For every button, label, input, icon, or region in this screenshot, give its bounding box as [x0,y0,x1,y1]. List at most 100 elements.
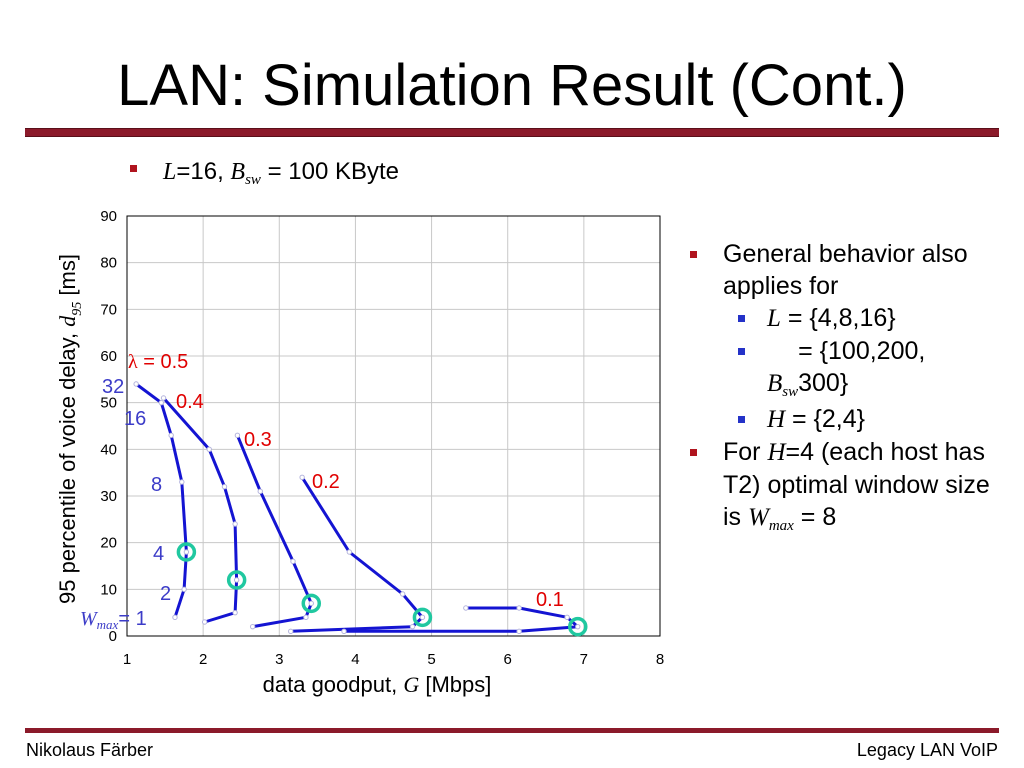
y-tick-label: 20 [100,535,117,552]
data-point [463,605,469,611]
subbullet-L: L = {4,8,16} [686,302,1006,335]
x-axis-label: data goodput, G [Mbps] [263,672,492,697]
subbullet-H: H = {2,4} [686,403,1006,436]
param-L-symbol: L [163,159,177,185]
lambda-symbol: λ [128,351,138,373]
y-axis-unit: [ms] [55,254,80,302]
data-point [206,446,212,453]
optimal-window-marker [412,607,433,628]
parameter-line: L=16, Bsw = 100 KByte [130,158,400,188]
data-point [160,395,167,401]
data-point [183,549,190,555]
data-point [257,488,263,495]
y-tick-labels: 0 10 20 30 40 50 60 70 80 90 [100,208,117,645]
plot-frame [126,215,661,637]
page-title: LAN: Simulation Result (Cont.) [117,53,907,118]
subbullet-square-icon [738,315,745,322]
x-tick-label: 5 [427,651,435,668]
wmax-value: = 1 [118,608,146,630]
bullet-square-icon [130,165,137,173]
bullet-general: General behavior also applies for [686,238,1006,302]
optimal-window-marker [568,616,588,637]
lambda-label-0.3: 0.3 [244,429,272,451]
optimal-window-marker [226,570,247,590]
data-point [221,483,228,490]
data-point [346,549,353,555]
param-B-value: = 100 KByte [260,158,400,185]
data-point [133,381,139,387]
optimal-window-marker [301,593,322,614]
bullet-optimal-W-subscript: max [768,518,794,534]
data-point [288,628,294,635]
optimal-markers [176,542,588,637]
wmax-subscript: max [97,617,119,632]
data-point [419,614,426,621]
x-tick-label: 6 [504,651,512,668]
y-tick-label: 60 [100,348,117,365]
y-tick-label: 90 [100,208,117,225]
data-point [308,600,314,607]
y-tick-label: 40 [100,441,117,458]
data-point [232,521,238,527]
data-point [341,628,347,635]
window-label-1: Wmax= 1 [80,608,147,632]
footer-title: Legacy LAN VoIP [856,740,998,760]
param-L-value: =16, [176,158,231,185]
subbullet-B-symbol: B [767,370,783,397]
data-point [564,614,570,621]
data-point [232,609,238,616]
bullet-square-icon [690,449,697,456]
y-axis-subscript: 95 [70,302,85,316]
lambda-label-0.2: 0.2 [312,471,340,493]
x-tick-label: 3 [275,651,283,668]
x-tick-label: 4 [351,651,359,668]
y-axis-label-text: 95 percentile of voice delay, [55,327,80,604]
x-tick-label: 8 [656,651,664,668]
data-point [181,586,187,593]
data-point [290,558,296,565]
y-tick-label: 50 [100,395,117,412]
y-axis-symbol: d [55,315,80,327]
lambda-label-0.1: 0.1 [536,589,564,611]
data-point [234,432,241,439]
subbullet-L-value: = {4,8,16} [780,304,896,332]
optimal-window-marker [176,542,197,562]
data-point [249,623,256,630]
subbullet-square-icon [738,416,745,423]
bottom-divider [25,728,999,733]
y-tick-label: 30 [100,488,117,505]
top-divider [25,128,999,137]
bullet-optimal-W-symbol: W [748,504,769,531]
data-point [409,623,416,630]
data-point [299,474,305,481]
wmax-symbol: W [80,608,99,630]
subbullet-B-subscript: sw [782,384,799,400]
data-point [158,399,164,406]
series-line-2 [236,434,313,629]
bullet-list: General behavior also applies for L = {4… [686,238,1006,537]
param-B-subscript: sw [245,172,261,188]
data-point [516,605,522,611]
x-axis-unit: [Mbps] [419,672,491,697]
data-point [179,479,185,485]
data-point [233,577,240,583]
bullet-optimal-H-symbol: H [767,439,786,466]
subbullet-B: Bsw = {100,200, 300} [686,335,1006,403]
data-point [516,628,522,635]
data-point [168,432,174,439]
series-line-3 [290,476,424,633]
x-tick-label: 7 [580,651,588,668]
data-point [575,623,581,630]
bullet-general-text: General behavior also applies for [723,240,968,300]
bullet-optimal-prefix: For [723,438,768,466]
bullet-optimal-text: =4 (each host has T2) optimal window siz… [723,438,990,531]
subbullet-L-symbol: L [767,305,781,332]
subbullet-square-icon [738,348,745,355]
chart-series [133,381,581,635]
bullet-optimal-value: = 8 [793,503,837,531]
lambda-label-0.5: λ = 0.5 [128,351,188,373]
x-axis-label-text: data goodput, [263,672,404,697]
chart-grid [127,216,660,636]
data-point [201,619,208,625]
